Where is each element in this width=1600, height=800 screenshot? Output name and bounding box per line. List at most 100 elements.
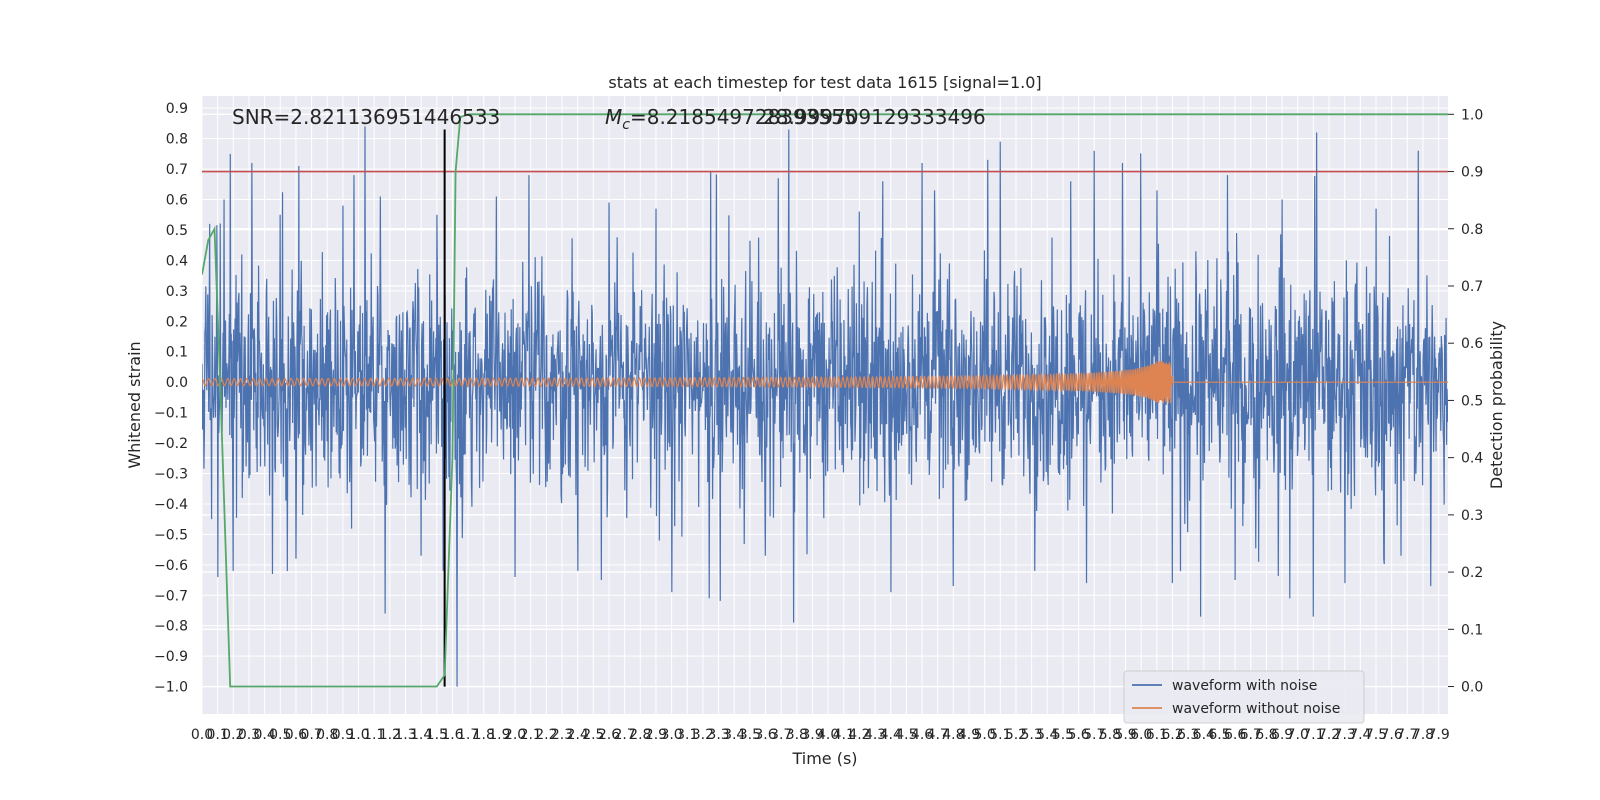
x-tick-label: 3.6 <box>754 727 776 743</box>
y-tick-label: −0.4 <box>154 497 188 513</box>
legend: waveform with noise waveform without noi… <box>1123 670 1365 724</box>
x-tick-label: 2.5 <box>582 727 604 743</box>
x-tick-label: 0.6 <box>285 727 307 743</box>
x-tick-label: 0.7 <box>300 727 322 743</box>
y-axis-label: Whitened strain <box>125 341 144 468</box>
x-tick-label: 1.3 <box>394 727 416 743</box>
x-tick-label: 0.1 <box>207 727 229 743</box>
x-tick-label: 2.7 <box>614 727 636 743</box>
chirp-mass-symbol: M <box>605 105 622 129</box>
x-tick-label: 6.8 <box>1255 727 1277 743</box>
x-tick-label: 2.3 <box>551 727 573 743</box>
y-tick-label: 0.0 <box>166 375 188 391</box>
right-y-tick-label: 0.2 <box>1461 565 1483 581</box>
x-tick-label: 3.9 <box>801 727 823 743</box>
y-tick-label: 0.8 <box>166 132 188 148</box>
y-tick-label: −1.0 <box>154 680 188 696</box>
x-tick-label: 0.8 <box>316 727 338 743</box>
x-tick-label: 3.5 <box>739 727 761 743</box>
x-tick-label: 4.8 <box>942 727 964 743</box>
x-tick-label: 7.1 <box>1302 727 1324 743</box>
x-tick-label: 1.4 <box>410 727 432 743</box>
x-tick-label: 5.4 <box>1036 727 1058 743</box>
x-tick-label: 1.9 <box>488 727 510 743</box>
x-tick-label: 2.6 <box>598 727 620 743</box>
chirp-mass-value: =8.218549728393555 <box>630 105 857 129</box>
x-tick-label: 2.2 <box>535 727 557 743</box>
x-tick-label: 5.9 <box>1114 727 1136 743</box>
x-tick-label: 5.0 <box>974 727 996 743</box>
x-tick-label: 4.2 <box>848 727 870 743</box>
x-tick-label: 7.4 <box>1349 727 1371 743</box>
series-detection-probability <box>202 113 1448 688</box>
right-y-tick-label: 0.0 <box>1461 680 1483 696</box>
right-y-tick-label: 0.3 <box>1461 508 1483 524</box>
right-y-tick-label: 0.5 <box>1461 393 1483 409</box>
y-tick-label: 0.1 <box>166 345 188 361</box>
y-tick-label: 0.7 <box>166 162 188 178</box>
x-tick-labels: 0.00.10.20.30.40.50.60.70.80.91.01.11.21… <box>191 727 1450 743</box>
series-waveform-without-noise <box>202 360 1448 404</box>
x-tick-label: 4.0 <box>817 727 839 743</box>
x-tick-label: 1.5 <box>426 727 448 743</box>
legend-label-noise: waveform with noise <box>1172 678 1317 694</box>
x-tick-label: 3.7 <box>770 727 792 743</box>
x-tick-label: 7.7 <box>1396 727 1418 743</box>
x-tick-label: 6.2 <box>1161 727 1183 743</box>
y-tick-label: 0.6 <box>166 193 188 209</box>
y-tick-label: −0.7 <box>154 588 188 604</box>
legend-label-clean: waveform without noise <box>1172 701 1340 717</box>
x-tick-label: 1.7 <box>457 727 479 743</box>
right-y-tick-label: 0.4 <box>1461 451 1483 467</box>
y-tick-label: 0.9 <box>166 101 188 117</box>
x-tick-label: 1.2 <box>379 727 401 743</box>
x-tick-label: 3.8 <box>786 727 808 743</box>
x-tick-label: 0.2 <box>222 727 244 743</box>
chart-title: stats at each timestep for test data 161… <box>608 73 1041 92</box>
y-tick-label: 0.2 <box>166 314 188 330</box>
x-tick-label: 3.3 <box>707 727 729 743</box>
overlap-annotation: 28.999709129333496 <box>763 105 986 129</box>
right-y-tick-label: 0.7 <box>1461 279 1483 295</box>
x-tick-label: 4.1 <box>833 727 855 743</box>
y-tick-label: −0.9 <box>154 649 188 665</box>
y-tick-label: −0.5 <box>154 527 188 543</box>
x-tick-label: 6.5 <box>1208 727 1230 743</box>
x-tick-label: 5.3 <box>1020 727 1042 743</box>
right-y-tick-label: 1.0 <box>1461 107 1483 123</box>
y-tick-label: −0.3 <box>154 466 188 482</box>
y-tick-label: −0.6 <box>154 558 188 574</box>
x-tick-label: 6.6 <box>1224 727 1246 743</box>
plot-area <box>202 113 1448 688</box>
x-tick-label: 7.8 <box>1412 727 1434 743</box>
left-y-tick-labels: 0.9 0.8 0.7 0.6 0.5 0.4 0.3 0.2 0.1 0.0 −0.1 −0.2 −0… <box>154 101 188 695</box>
x-tick-label: 3.1 <box>676 727 698 743</box>
x-tick-label: 5.6 <box>1067 727 1089 743</box>
x-tick-label: 7.5 <box>1365 727 1387 743</box>
x-tick-label: 4.7 <box>927 727 949 743</box>
x-tick-label: 3.4 <box>723 727 745 743</box>
x-tick-label: 1.1 <box>363 727 385 743</box>
right-y-axis-label: Detection probability <box>1487 321 1506 489</box>
x-tick-label: 0.0 <box>191 727 213 743</box>
y-tick-label: −0.8 <box>154 619 188 635</box>
x-tick-label: 4.9 <box>958 727 980 743</box>
snr-annotation: SNR=2.821136951446533 <box>232 105 500 129</box>
x-tick-label: 2.1 <box>520 727 542 743</box>
x-tick-label: 7.9 <box>1427 727 1449 743</box>
right-y-tick-labels: 1.0 0.9 0.8 0.7 0.6 0.5 0.4 0.3 0.2 0.1 0.0 <box>1448 107 1483 696</box>
y-tick-label: 0.5 <box>166 223 188 239</box>
y-tick-label: −0.1 <box>154 406 188 422</box>
x-tick-label: 2.9 <box>645 727 667 743</box>
x-tick-label: 4.4 <box>880 727 902 743</box>
x-tick-label: 1.6 <box>441 727 463 743</box>
x-tick-label: 1.8 <box>473 727 495 743</box>
x-tick-label: 6.7 <box>1240 727 1262 743</box>
x-tick-label: 1.0 <box>347 727 369 743</box>
x-tick-label: 6.4 <box>1193 727 1215 743</box>
x-tick-label: 5.1 <box>989 727 1011 743</box>
x-tick-label: 6.1 <box>1146 727 1168 743</box>
x-axis-label: Time (s) <box>791 749 857 768</box>
x-tick-label: 5.5 <box>1052 727 1074 743</box>
